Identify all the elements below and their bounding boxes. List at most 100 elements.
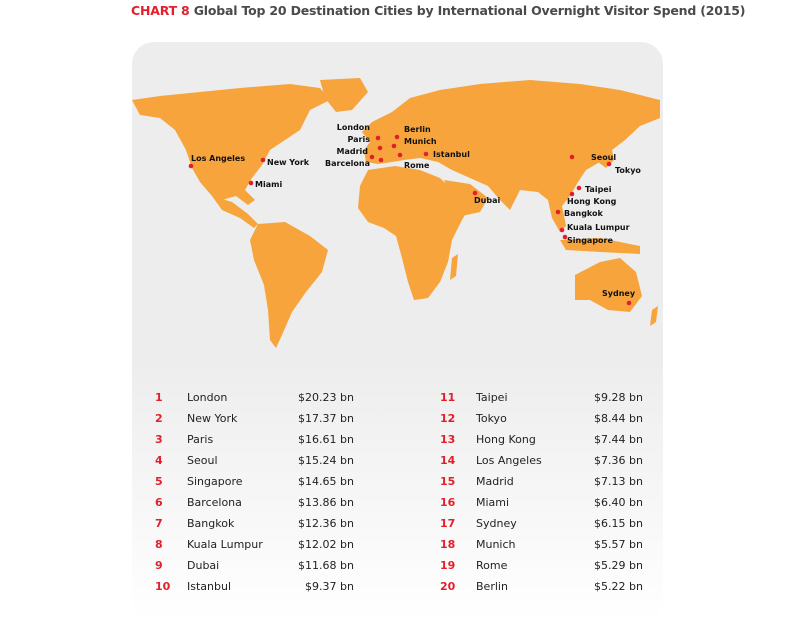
rank: 9 (155, 559, 163, 572)
city-marker (626, 300, 632, 306)
city-name: Paris (187, 433, 214, 446)
city-label: Paris (348, 135, 371, 144)
spend-value: $9.37 bn (305, 580, 354, 593)
city-marker (569, 154, 575, 160)
rank: 5 (155, 475, 163, 488)
spend-value: $13.86 bn (298, 496, 354, 509)
madagascar (450, 254, 458, 280)
city-label: London (337, 123, 371, 132)
city-name: Dubai (187, 559, 220, 572)
spend-value: $7.36 bn (594, 454, 643, 467)
city-label: Hong Kong (567, 197, 617, 206)
africa (358, 166, 470, 300)
japan (598, 140, 614, 168)
eurasia (362, 80, 660, 232)
city-marker (576, 185, 582, 191)
spend-value: $7.13 bn (594, 475, 643, 488)
rank: 11 (440, 391, 456, 404)
city-label: Tokyo (615, 166, 641, 175)
spend-value: $8.44 bn (594, 412, 643, 425)
greenland (320, 78, 368, 112)
city-name: Rome (476, 559, 508, 572)
city-label: Kuala Lumpur (567, 223, 630, 232)
rank: 8 (155, 538, 163, 551)
city-marker (391, 143, 397, 149)
spend-value: $16.61 bn (298, 433, 354, 446)
city-marker (378, 157, 384, 163)
city-name: Tokyo (476, 412, 507, 425)
city-label: Miami (255, 180, 282, 189)
city-marker (377, 145, 383, 151)
spend-value: $5.22 bn (594, 580, 643, 593)
city-label: Munich (404, 137, 437, 146)
city-name: Madrid (476, 475, 514, 488)
spend-value: $11.68 bn (298, 559, 354, 572)
rank: 2 (155, 412, 163, 425)
city-marker (394, 134, 400, 140)
rank: 20 (440, 580, 456, 593)
new-zealand (650, 306, 658, 326)
city-marker (423, 151, 429, 157)
spend-value: $7.44 bn (594, 433, 643, 446)
city-marker (569, 191, 575, 197)
world-map: London Berlin Paris Munich Madrid Barcelona Ro… (132, 78, 660, 348)
rank: 13 (440, 433, 456, 446)
rank: 16 (440, 496, 456, 509)
indonesia (560, 238, 640, 254)
spend-value: $9.28 bn (594, 391, 643, 404)
spend-value: $17.37 bn (298, 412, 354, 425)
city-marker (606, 161, 612, 167)
city-marker (375, 135, 381, 141)
chart-number: CHART 8 (131, 3, 190, 18)
spend-value: $14.65 bn (298, 475, 354, 488)
city-marker (562, 234, 568, 240)
city-name: Berlin (476, 580, 508, 593)
rank: 12 (440, 412, 456, 425)
city-label: Singapore (567, 236, 613, 245)
city-name: Istanbul (187, 580, 232, 593)
city-name: Munich (476, 538, 516, 551)
city-label: Los Angeles (191, 154, 245, 163)
city-marker (188, 163, 194, 169)
north-america (132, 84, 330, 205)
city-label: Madrid (337, 147, 369, 156)
arabia (444, 180, 488, 216)
spend-value: $6.40 bn (594, 496, 643, 509)
city-label: Bangkok (564, 209, 604, 218)
city-name: New York (187, 412, 238, 425)
city-label: Rome (404, 161, 430, 170)
spend-value: $20.23 bn (298, 391, 354, 404)
spend-value: $15.24 bn (298, 454, 354, 467)
city-name: Seoul (187, 454, 218, 467)
central-america (212, 196, 258, 228)
city-name: Hong Kong (476, 433, 536, 446)
chart-title: CHART 8 Global Top 20 Destination Cities… (131, 3, 745, 18)
city-label: Berlin (404, 125, 431, 134)
south-america (250, 222, 328, 348)
city-marker (555, 209, 561, 215)
city-name: Los Angeles (476, 454, 542, 467)
spend-value: $5.57 bn (594, 538, 643, 551)
rank: 17 (440, 517, 456, 530)
city-label: Taipei (585, 185, 612, 194)
city-marker (260, 157, 266, 163)
rank: 7 (155, 517, 163, 530)
spend-value: $6.15 bn (594, 517, 643, 530)
city-name: Sydney (476, 517, 517, 530)
city-label: Istanbul (433, 150, 470, 159)
city-label: Sydney (602, 289, 636, 298)
australia (575, 258, 642, 312)
city-marker (397, 152, 403, 158)
rank: 18 (440, 538, 456, 551)
city-marker (472, 190, 478, 196)
rank: 3 (155, 433, 163, 446)
city-name: Barcelona (187, 496, 242, 509)
city-name: Taipei (476, 391, 508, 404)
city-name: Bangkok (187, 517, 235, 530)
city-name: Miami (476, 496, 510, 509)
city-label: Barcelona (325, 159, 370, 168)
city-label: Seoul (591, 153, 616, 162)
spend-value: $12.36 bn (298, 517, 354, 530)
city-label: New York (267, 158, 310, 167)
city-name: Kuala Lumpur (187, 538, 263, 551)
